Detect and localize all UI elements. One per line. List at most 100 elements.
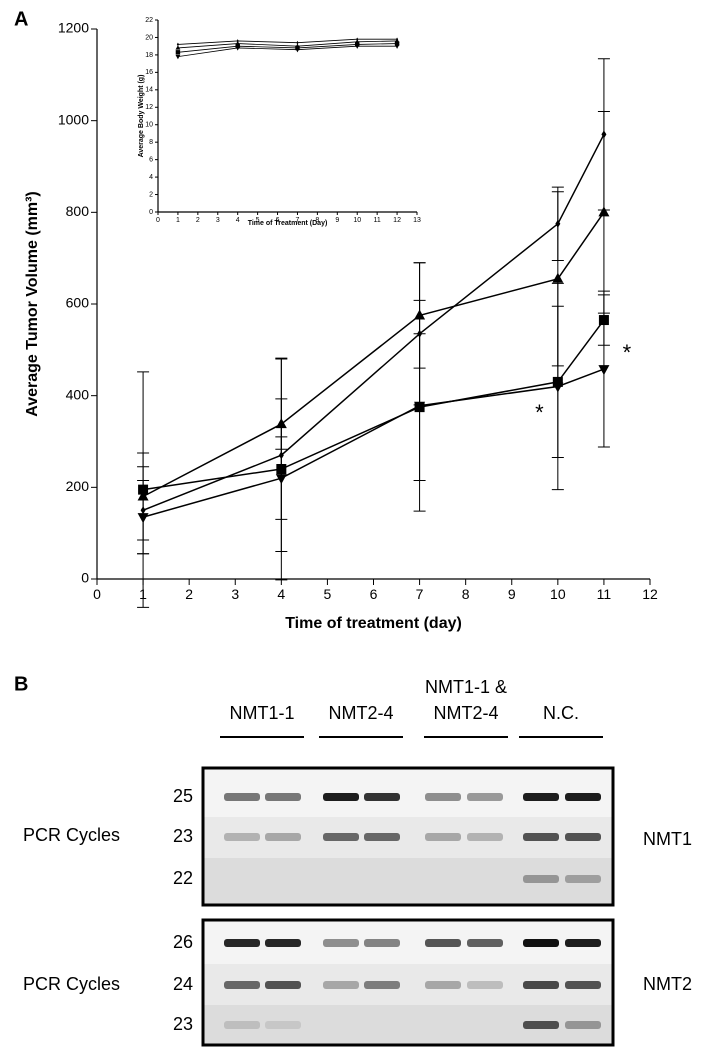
gel-band (425, 833, 461, 841)
y-tick-label: 800 (66, 203, 90, 219)
x-tick-label: 10 (550, 586, 566, 602)
y-tick-label: 16 (145, 69, 153, 76)
marker (175, 45, 181, 50)
x-tick-label: 7 (416, 586, 424, 602)
gel-band (425, 981, 461, 989)
gel-band (265, 1021, 301, 1029)
panel-label: B (14, 673, 28, 695)
x-tick-label: 2 (185, 586, 193, 602)
gel-band (224, 939, 260, 947)
marker (137, 513, 149, 524)
x-tick-label: 4 (277, 586, 285, 602)
cycle-label: 23 (173, 826, 193, 846)
gel-band (323, 939, 359, 947)
cycle-label: 26 (173, 932, 193, 952)
y-tick-label: 0 (149, 209, 153, 216)
marker (598, 365, 610, 376)
x-tick-label: 0 (156, 217, 160, 224)
y-tick-label: 200 (66, 478, 90, 494)
gel-band (224, 793, 260, 801)
gel-band (523, 1021, 559, 1029)
gel-band (467, 981, 503, 989)
cycle-label: 24 (173, 974, 193, 994)
gel-band (224, 981, 260, 989)
pcr-cycles-label: PCR Cycles (23, 974, 120, 994)
x-axis-label: Time of treatment (day) (285, 615, 462, 632)
y-axis-label: Average Tumor Volume (mm³) (24, 191, 41, 417)
marker (598, 206, 610, 217)
y-tick-label: 0 (81, 570, 89, 586)
x-tick-label: 13 (413, 217, 421, 224)
x-tick-label: 10 (353, 217, 361, 224)
gel-band (467, 939, 503, 947)
marker (275, 474, 287, 485)
gel-band (265, 833, 301, 841)
x-tick-label: 6 (276, 217, 280, 224)
y-tick-label: 8 (149, 139, 153, 146)
cycle-label: 23 (173, 1014, 193, 1034)
series-line (142, 211, 605, 498)
cycle-label: 22 (173, 868, 193, 888)
gel-band (565, 939, 601, 947)
gel-band (364, 833, 400, 841)
marker (354, 44, 360, 49)
gel-band (265, 793, 301, 801)
gel-band (364, 939, 400, 947)
marker (176, 42, 180, 47)
gel-band (565, 1021, 601, 1029)
gel-band (265, 981, 301, 989)
y-tick-label: 4 (149, 174, 153, 181)
x-tick-label: 5 (324, 586, 332, 602)
gel-band (523, 875, 559, 883)
gel-band (265, 939, 301, 947)
lane-group-label: N.C. (543, 703, 579, 723)
x-tick-label: 5 (256, 217, 260, 224)
marker (175, 54, 181, 60)
marker (552, 272, 564, 283)
pcr-cycles-label: PCR Cycles (23, 825, 120, 845)
gel-band (565, 981, 601, 989)
gel-band (565, 875, 601, 883)
y-tick-label: 14 (145, 87, 153, 94)
y-tick-label: 6 (149, 156, 153, 163)
y-tick-label: 2 (149, 191, 153, 198)
y-tick-label: 22 (145, 17, 153, 24)
x-tick-label: 0 (93, 586, 101, 602)
lane-group-label: NMT2-4 (433, 703, 498, 723)
gel-band (467, 833, 503, 841)
lane-group-label: NMT2-4 (328, 703, 393, 723)
marker (295, 47, 300, 53)
y-tick-label: 400 (66, 386, 90, 402)
x-tick-label: 8 (315, 217, 319, 224)
x-tick-label: 9 (335, 217, 339, 224)
x-tick-label: 3 (231, 586, 239, 602)
y-tick-label: 1000 (58, 111, 89, 127)
x-tick-label: 9 (508, 586, 516, 602)
series-line (142, 134, 605, 511)
marker (394, 44, 400, 49)
series-line (177, 43, 398, 53)
x-tick-label: 6 (370, 586, 378, 602)
panel-label: A (14, 8, 28, 30)
y-tick-label: 20 (145, 34, 153, 41)
y-tick-label: 1200 (58, 20, 89, 36)
series-line (142, 368, 605, 518)
gel-band (323, 833, 359, 841)
gel-frame (201, 918, 615, 1047)
gel-band (224, 833, 260, 841)
gel-frame (201, 766, 615, 907)
gel-strip (203, 768, 613, 817)
x-tick-label: 11 (374, 217, 381, 224)
marker (175, 50, 181, 55)
x-axis-label: Time of Treatment (Day) (248, 220, 328, 227)
gel-band (323, 793, 359, 801)
annotation: * (623, 340, 632, 365)
gel-band (425, 793, 461, 801)
x-tick-label: 1 (176, 217, 180, 224)
gel-band (523, 833, 559, 841)
x-tick-label: 12 (393, 217, 401, 224)
gel-band (523, 939, 559, 947)
gel-band (364, 793, 400, 801)
gel-band (425, 939, 461, 947)
x-tick-label: 12 (642, 586, 658, 602)
